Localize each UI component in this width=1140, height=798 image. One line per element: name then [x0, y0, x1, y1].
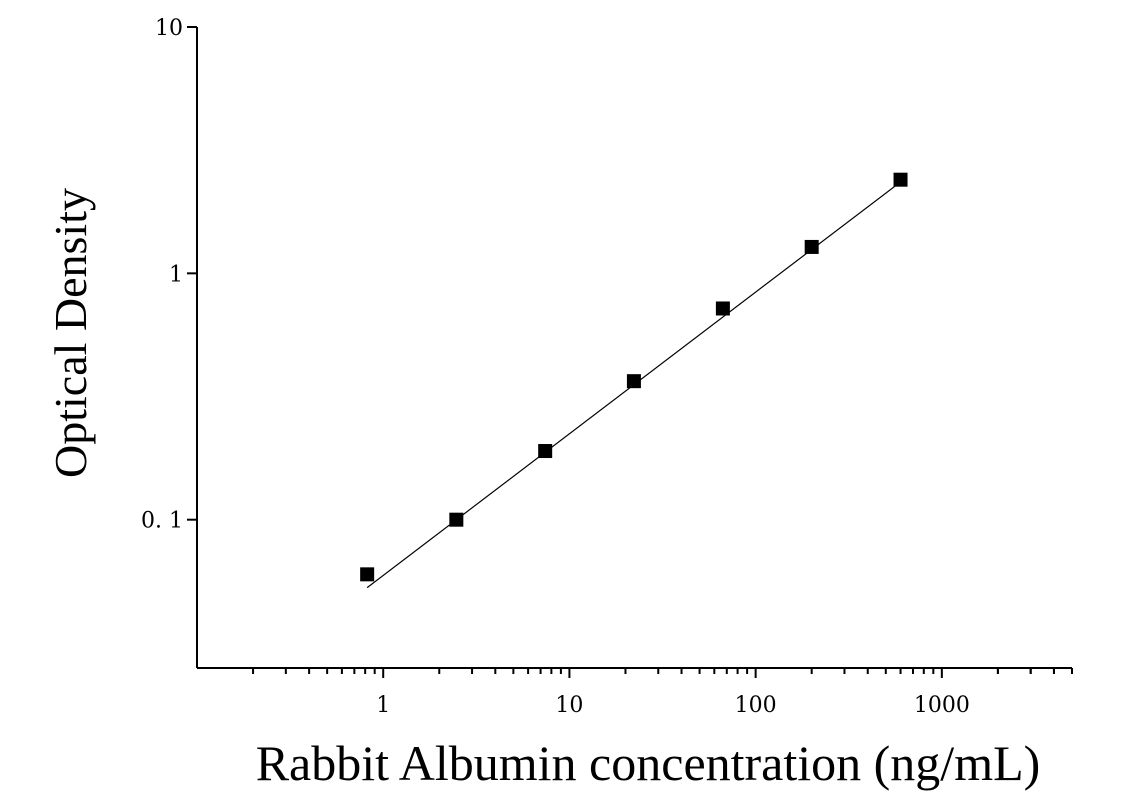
data-points — [360, 172, 908, 582]
x-tick-label: 100 — [735, 693, 777, 718]
data-point — [538, 444, 553, 459]
y-axis-title: Optical Density — [45, 188, 96, 478]
data-point — [804, 239, 819, 254]
data-point — [449, 512, 464, 527]
x-axis-title: Rabbit Albumin concentration (ng/mL) — [256, 735, 1041, 791]
y-tick-label: 10 — [155, 16, 183, 41]
data-point — [360, 567, 375, 582]
data-point — [893, 172, 908, 187]
x-tick-label: 1000 — [914, 693, 970, 718]
data-point — [715, 301, 730, 316]
y-ticks: 0. 1 1 10 — [141, 16, 197, 534]
x-ticks: 1 10 100 1000 — [252, 668, 1073, 718]
y-tick-label: 1 — [169, 262, 183, 287]
x-tick-label: 10 — [555, 693, 583, 718]
y-tick-label: 0. 1 — [141, 509, 183, 534]
x-tick-label: 1 — [376, 693, 390, 718]
data-point — [626, 374, 641, 389]
